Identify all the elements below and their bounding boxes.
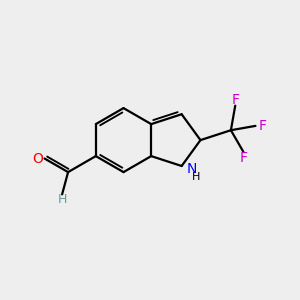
Text: O: O [32,152,43,166]
Text: F: F [231,93,239,106]
Text: F: F [239,151,247,165]
Text: H: H [57,193,67,206]
Text: H: H [191,172,200,182]
Text: N: N [187,162,197,176]
Text: F: F [259,119,266,133]
